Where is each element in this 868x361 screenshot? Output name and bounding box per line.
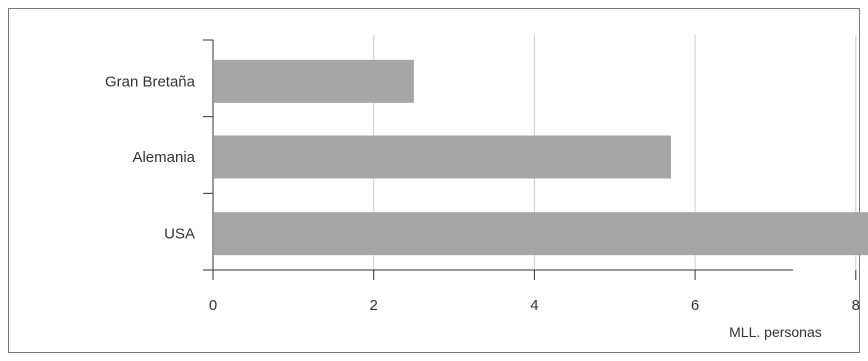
category-label: Alemania: [132, 149, 195, 166]
axes: [203, 39, 857, 280]
x-tick-label: 8: [852, 297, 860, 314]
bar: [214, 135, 671, 179]
category-labels: Gran Bretaña Alemania USA: [105, 73, 196, 242]
chart-frame: [8, 8, 860, 353]
category-label: USA: [164, 226, 195, 243]
bar: [214, 59, 414, 103]
bar: [214, 212, 868, 256]
x-tick-labels: 02468101214: [209, 297, 860, 314]
x-tick-label: 4: [530, 297, 538, 314]
x-tick-label: 6: [691, 297, 699, 314]
bars: [214, 59, 868, 256]
category-label: Gran Bretaña: [105, 73, 196, 90]
x-tick-label: 0: [209, 297, 217, 314]
x-axis-label: MLL. personas: [729, 324, 822, 340]
x-tick-label: 2: [370, 297, 378, 314]
